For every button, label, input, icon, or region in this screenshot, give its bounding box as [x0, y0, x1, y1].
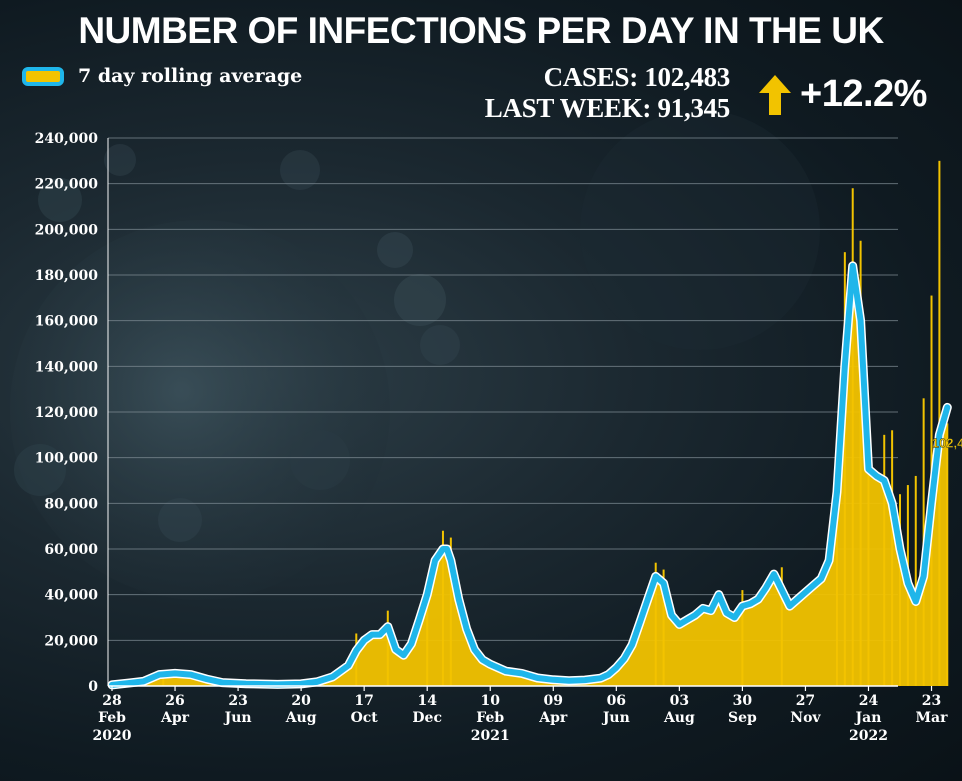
- x-tick-day: 28: [102, 693, 121, 709]
- x-tick-day: 27: [796, 693, 815, 709]
- x-tick-day: 26: [165, 693, 184, 709]
- daily-case-bar: [914, 475, 917, 686]
- x-tick-month: Oct: [351, 710, 379, 726]
- x-tick-year: 2020: [93, 728, 132, 744]
- x-tick-month: Apr: [160, 710, 190, 726]
- y-tick-label: 120,000: [35, 405, 99, 421]
- change-percent: +12.2%: [800, 73, 927, 115]
- x-axis-ticks: 28Feb202026Apr23Jun20Aug17Oct14Dec10Feb2…: [93, 686, 949, 744]
- x-tick-month: Jun: [223, 710, 252, 726]
- y-tick-label: 240,000: [35, 131, 99, 147]
- y-tick-label: 0: [88, 679, 98, 695]
- chart-title: NUMBER OF INFECTIONS PER DAY IN THE UK: [78, 10, 884, 51]
- latest-value-annotation: 102,483: [932, 436, 962, 451]
- x-tick-month: Dec: [412, 710, 442, 726]
- x-tick-day: 30: [733, 693, 753, 709]
- x-tick-year: 2022: [849, 728, 888, 744]
- y-tick-label: 200,000: [35, 222, 99, 238]
- y-tick-label: 40,000: [44, 588, 98, 604]
- last-week-value: LAST WEEK: 91,345: [484, 93, 731, 123]
- x-tick-day: 23: [228, 693, 247, 709]
- x-tick-day: 24: [859, 693, 879, 709]
- x-tick-day: 17: [354, 693, 373, 709]
- x-tick-day: 20: [291, 693, 311, 709]
- x-tick-day: 03: [670, 693, 689, 709]
- x-tick-month: Jun: [601, 710, 630, 726]
- x-tick-month: Jan: [854, 710, 882, 726]
- legend-label: 7 day rolling average: [78, 65, 303, 87]
- y-tick-label: 140,000: [35, 359, 99, 375]
- up-arrow-icon: [759, 74, 791, 115]
- x-tick-day: 06: [607, 693, 626, 709]
- y-axis-ticks: 0 20,000 40,000 60,000 80,000 100,000 120,000 1…: [35, 131, 99, 695]
- y-tick-label: 20,000: [44, 633, 98, 649]
- case-stats: CASES: 102,483 LAST WEEK: 91,345: [484, 62, 731, 124]
- rolling-average-line: [109, 262, 951, 688]
- y-tick-label: 180,000: [35, 268, 99, 284]
- x-tick-day: 23: [922, 693, 941, 709]
- x-tick-month: Sep: [728, 710, 757, 726]
- x-tick-day: 09: [544, 693, 563, 709]
- x-tick-month: Nov: [790, 710, 821, 726]
- x-tick-month: Apr: [538, 710, 568, 726]
- legend-swatch: [22, 66, 64, 86]
- legend: 7 day rolling average: [22, 65, 302, 87]
- x-tick-year: 2021: [471, 728, 510, 744]
- x-tick-day: 14: [417, 693, 437, 709]
- cases-value: CASES: 102,483: [543, 62, 731, 92]
- weekly-change: +12.2%: [758, 73, 927, 116]
- case-area: [112, 265, 948, 686]
- y-tick-label: 60,000: [44, 542, 98, 558]
- x-tick-month: Feb: [98, 710, 126, 726]
- x-tick-month: Aug: [663, 710, 695, 726]
- y-tick-label: 160,000: [35, 314, 99, 330]
- y-tick-label: 220,000: [35, 177, 99, 193]
- x-tick-month: Mar: [916, 710, 949, 726]
- x-tick-month: Aug: [285, 710, 317, 726]
- gridlines: [108, 137, 898, 641]
- y-tick-label: 100,000: [35, 451, 99, 467]
- y-tick-label: 80,000: [44, 496, 98, 512]
- x-tick-day: 10: [480, 693, 500, 709]
- x-tick-month: Feb: [476, 710, 504, 726]
